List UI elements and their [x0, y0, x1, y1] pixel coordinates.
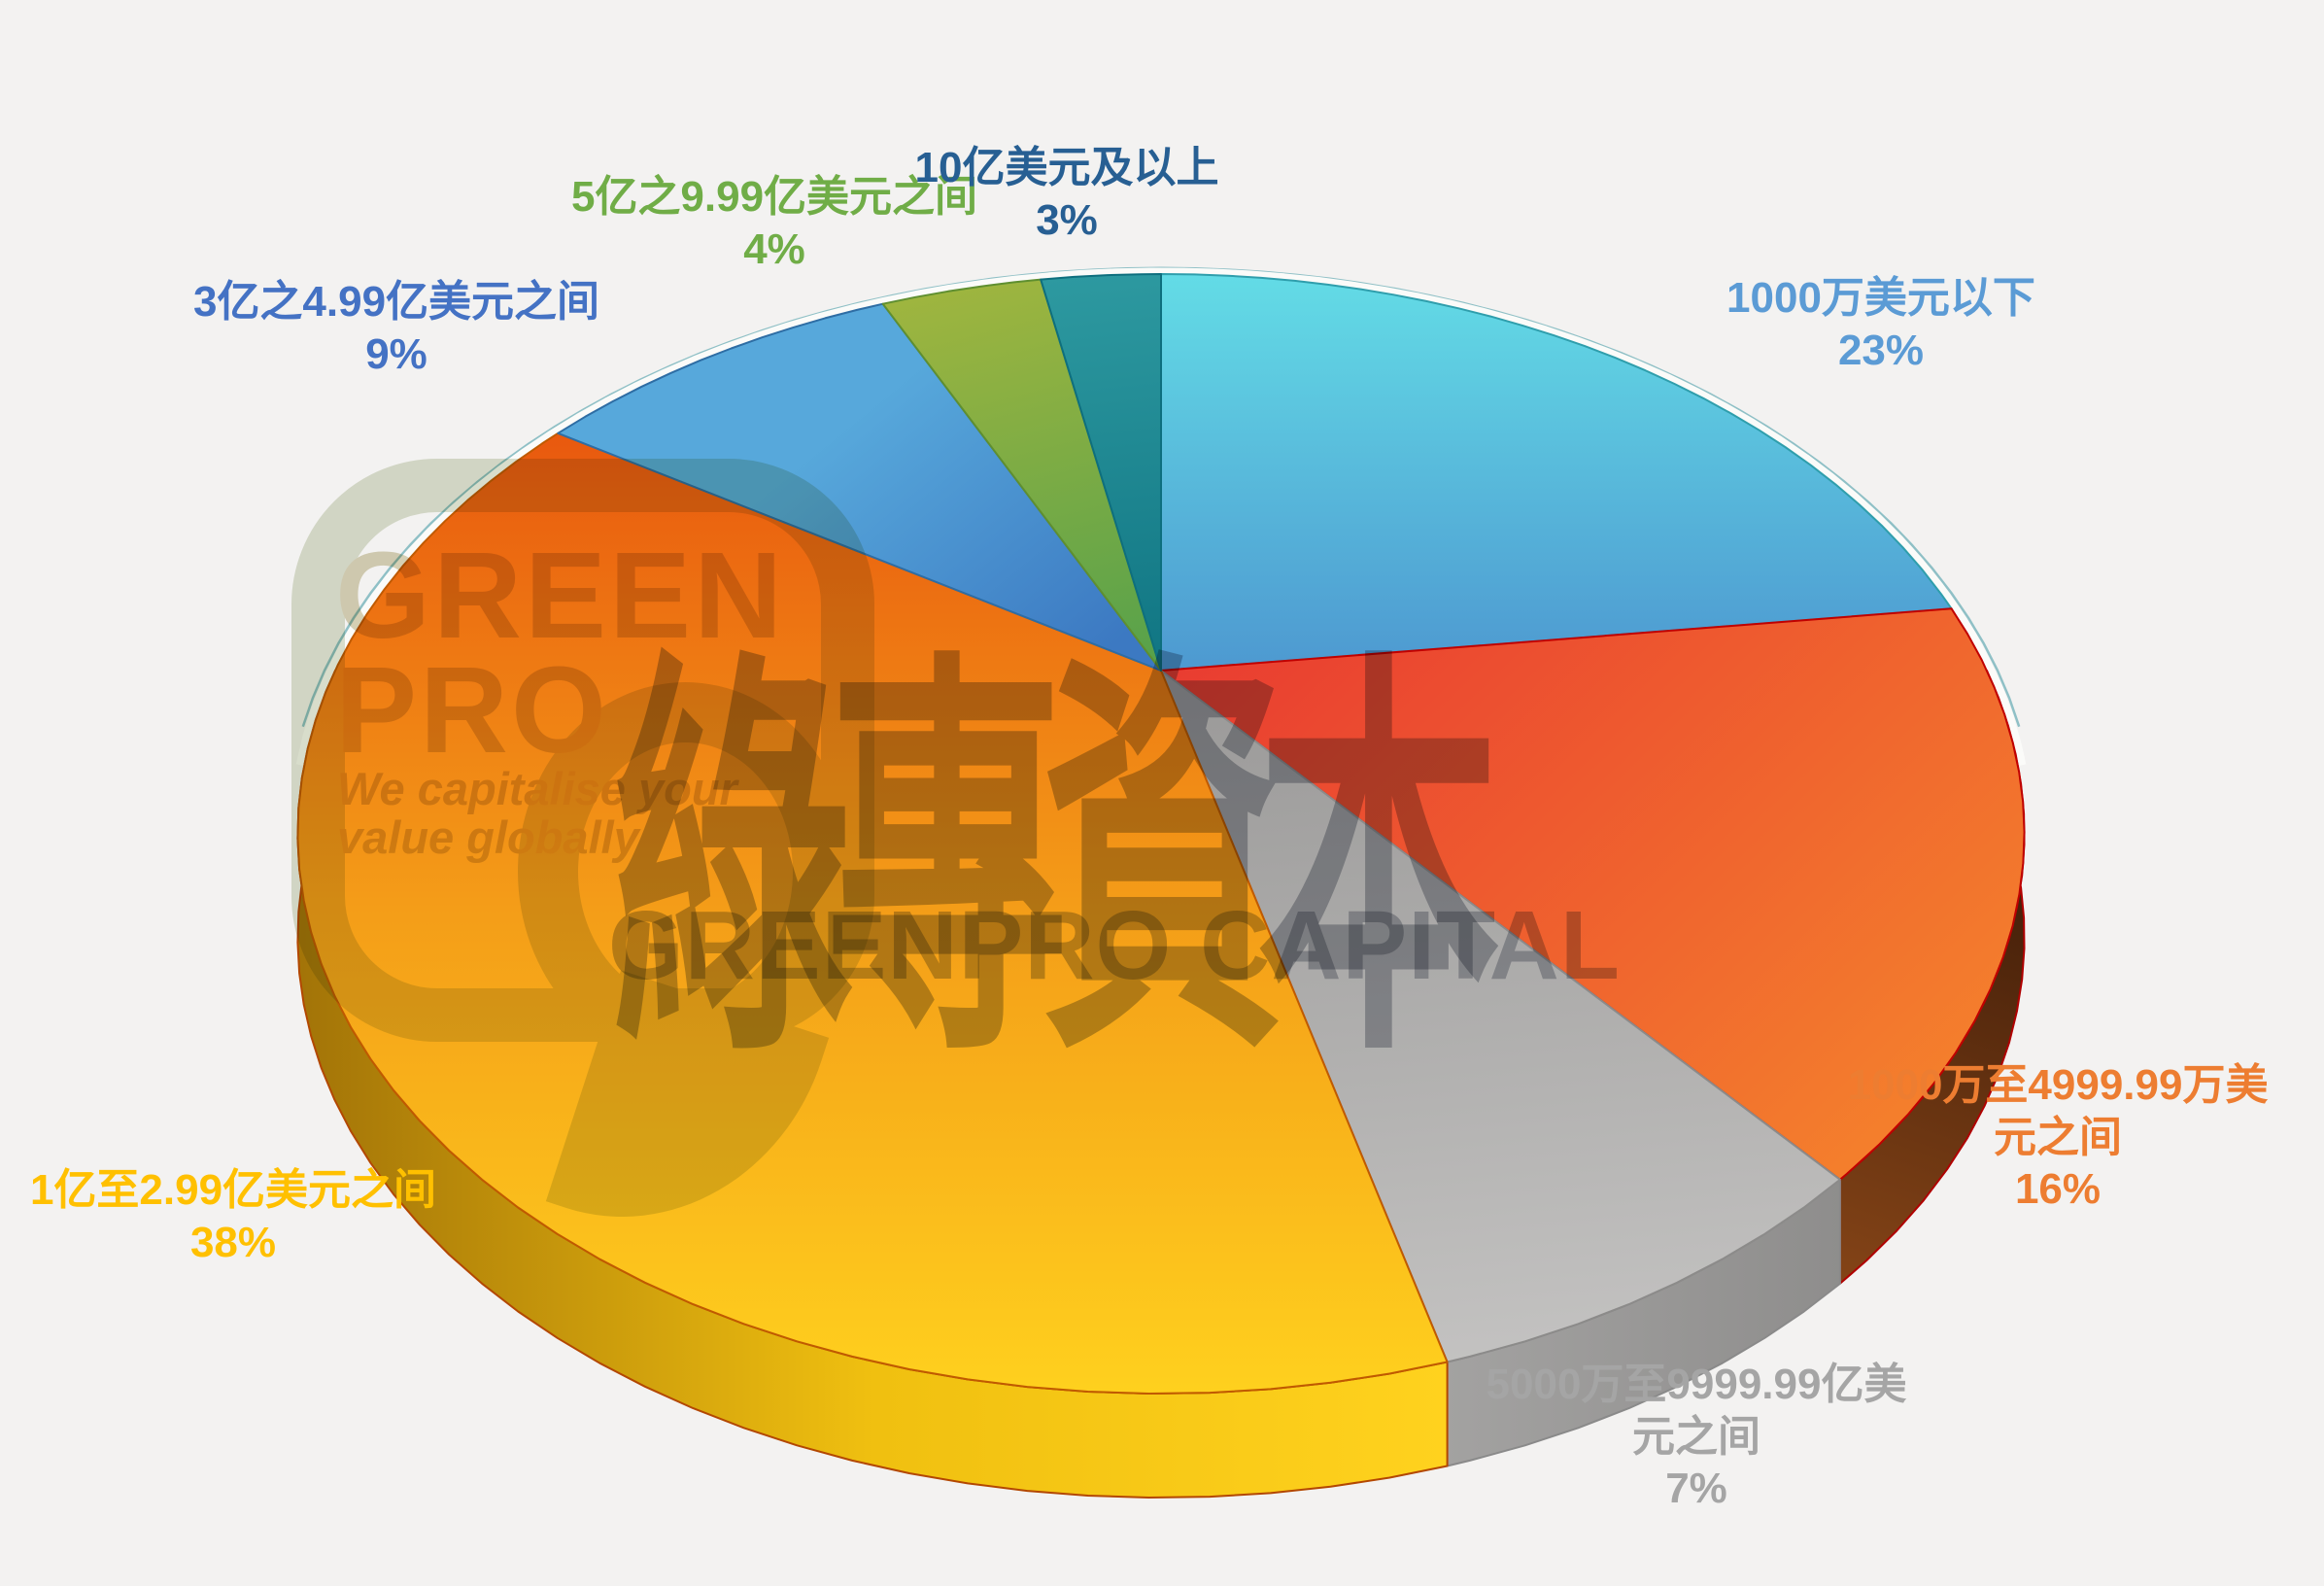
pie-label-500m-999m: 5亿之9.99亿美元之间 4%: [463, 171, 1085, 275]
label-pct: 4%: [743, 224, 805, 273]
logo-tagline: We capitalise your value globally: [337, 763, 737, 864]
pie-slice-10m-49.99m[interactable]: [1160, 607, 2026, 1181]
label-text: 1000万美元以下: [1726, 274, 2035, 322]
label-pct: 7%: [1665, 1465, 1727, 1513]
pie-slice-under-10m[interactable]: [1160, 273, 1953, 672]
pie-label-1b-plus: 10亿美元及以上 3%: [795, 142, 1339, 246]
logo-tagline-line1: We capitalise your: [337, 763, 737, 814]
pie-slice-1b-and-above[interactable]: [1040, 273, 1162, 672]
label-pct: 3%: [1036, 195, 1098, 244]
pie-label-300m-499m: 3亿之4.99亿美元之间 9%: [95, 276, 698, 380]
label-text: 元之间: [1994, 1113, 2122, 1161]
label-text: 5000万至9999.99亿美: [1486, 1361, 1907, 1408]
pie-label-10m-49m: 1000万至4999.99万美 元之间 16%: [1794, 1059, 2323, 1216]
logo-tagline-line2: value globally: [337, 811, 639, 864]
pie-slice-50m-99.99m[interactable]: [1160, 670, 1841, 1363]
center-watermark-latin: GREENPRO CAPITAL: [608, 891, 1621, 1000]
pie-label-50m-99m: 5000万至9999.99亿美 元之间 7%: [1424, 1359, 1968, 1515]
center-watermark-cjk: 綠專資本: [610, 614, 1500, 1107]
pie-slice-500m-999m[interactable]: [881, 278, 1162, 672]
label-text: 5亿之9.99亿美元之间: [570, 173, 978, 221]
pie-slice-300m-499m[interactable]: [557, 302, 1162, 672]
pie-label-100m-299m: 1亿至2.99亿美元之间 38%: [0, 1164, 496, 1268]
label-pct: 23%: [1837, 326, 1925, 374]
label-text: 1亿至2.99亿美元之间: [29, 1166, 437, 1214]
greenpro-logo-watermark: GREEN PRO We capitalise your value globa…: [287, 449, 947, 1275]
logo-text-green: GREEN: [335, 527, 786, 664]
label-text: 10亿美元及以上: [914, 144, 1219, 191]
label-text: 3亿之4.99亿美元之间: [192, 278, 600, 326]
label-pct: 38%: [189, 1218, 277, 1266]
label-text: 1000万至4999.99万美: [1847, 1061, 2269, 1109]
label-pct: 16%: [2014, 1165, 2102, 1214]
label-text: 元之间: [1632, 1412, 1760, 1461]
logo-text-pro: PRO: [335, 641, 610, 778]
label-pct: 9%: [365, 329, 427, 378]
pie-label-under-10m: 1000万美元以下 23%: [1580, 272, 2182, 376]
